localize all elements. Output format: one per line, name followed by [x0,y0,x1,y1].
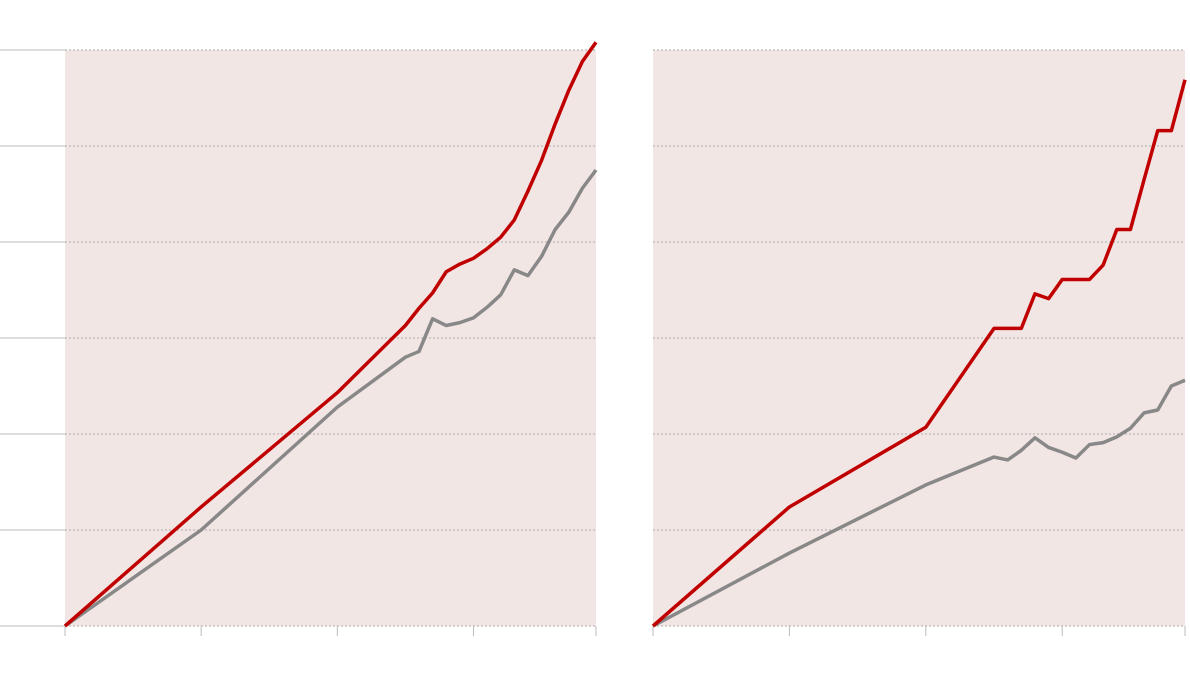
line-series [651,79,1187,628]
line-series [63,41,598,628]
line-series [63,168,598,628]
line-series [652,378,1186,628]
